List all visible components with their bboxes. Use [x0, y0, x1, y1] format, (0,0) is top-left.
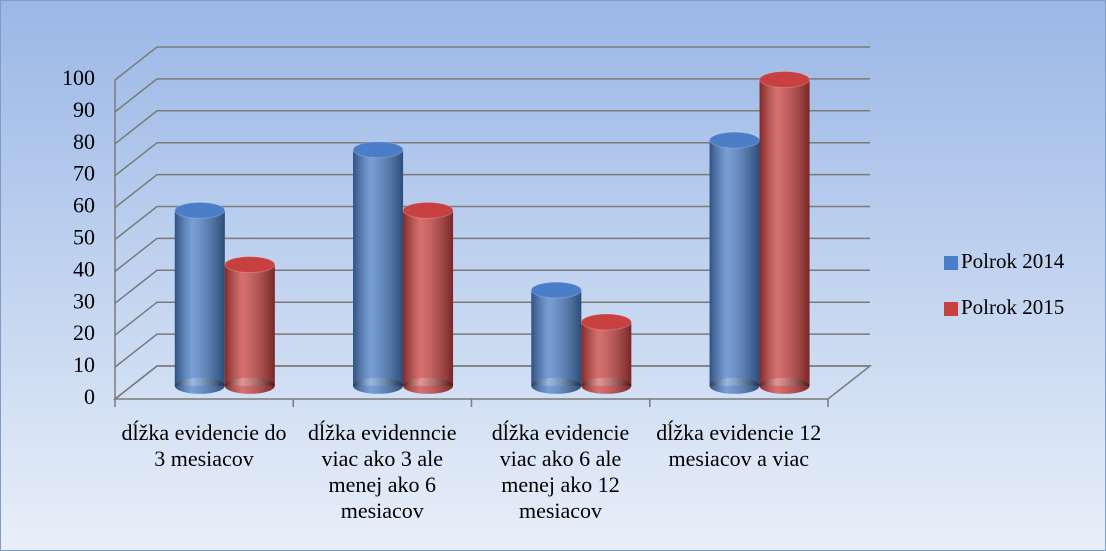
grid-line — [114, 237, 870, 272]
x-tick-label: dĺžka evidencie viac ako 6 ale menej ako… — [491, 420, 630, 523]
grid-line — [114, 141, 870, 177]
grid-line — [114, 205, 870, 241]
y-tick-label: 40 — [73, 256, 95, 281]
legend-label: Polrok 2014 — [961, 249, 1065, 273]
grid-line — [114, 333, 870, 368]
legend-label: Polrok 2015 — [961, 295, 1064, 319]
bar-top — [174, 201, 226, 219]
bar-top — [759, 71, 811, 89]
bar — [759, 71, 811, 394]
bar-top — [352, 141, 404, 159]
bar — [174, 201, 226, 394]
grid-line — [114, 46, 870, 81]
bar-top — [709, 131, 761, 149]
bar — [530, 281, 582, 394]
y-tick-label: 20 — [73, 320, 95, 345]
bar-shade — [531, 290, 582, 386]
bar-top — [402, 201, 454, 219]
bar — [402, 201, 454, 394]
bar-shade — [174, 210, 225, 386]
y-tick-label: 70 — [73, 161, 95, 186]
y-tick-label: 30 — [73, 288, 95, 313]
grid-line — [114, 78, 870, 113]
y-tick-label: 0 — [84, 384, 95, 409]
bar — [709, 131, 761, 394]
y-tick-label: 50 — [73, 225, 95, 250]
bar-top — [224, 256, 276, 274]
bar — [580, 313, 632, 394]
bar — [224, 256, 276, 394]
bar-top — [530, 281, 582, 299]
grid-line — [114, 173, 870, 209]
grid-line — [114, 269, 870, 304]
bar-shade — [759, 79, 810, 386]
bar-top — [580, 313, 632, 331]
grid-line — [114, 365, 870, 400]
grid-line — [114, 110, 870, 145]
bar-shade — [224, 264, 275, 386]
y-tick-label: 90 — [73, 97, 95, 122]
x-tick-label: dĺžka evidencie 12 mesiacov a viac — [656, 420, 822, 471]
bar-shade — [581, 322, 632, 386]
y-tick-label: 100 — [62, 65, 95, 90]
legend-swatch — [944, 302, 958, 316]
y-tick-label: 10 — [73, 352, 95, 377]
x-tick-label: dĺžka evidencie do 3 mesiacov — [121, 420, 287, 471]
bar-shade — [709, 140, 760, 386]
bar — [352, 141, 404, 394]
legend-swatch — [944, 256, 958, 270]
y-tick-label: 60 — [73, 193, 95, 218]
bar-shade — [403, 210, 454, 386]
grid-line — [114, 301, 870, 336]
x-tick-label: dĺžka evidenncie viac ako 3 ale menej ak… — [308, 420, 457, 523]
bar-shade — [353, 149, 404, 386]
y-tick-label: 80 — [73, 129, 95, 154]
